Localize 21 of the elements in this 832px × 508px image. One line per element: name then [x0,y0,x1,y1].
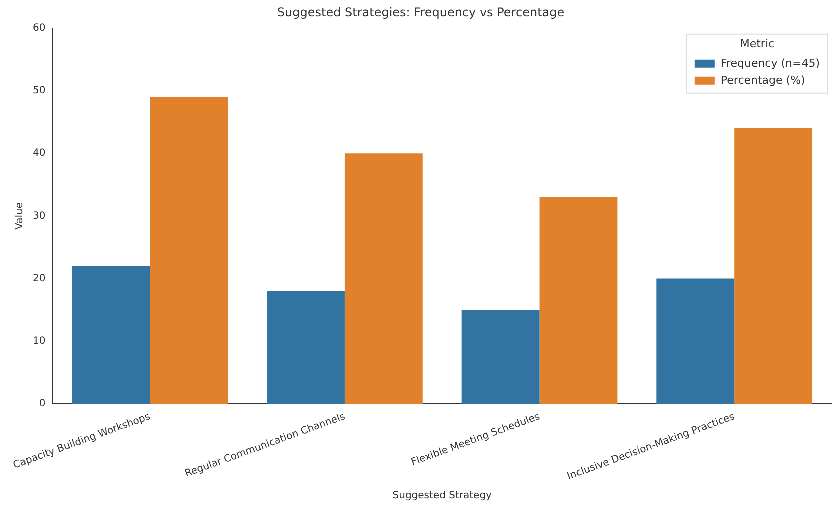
legend-title: Metric [740,37,775,50]
y-tick-label: 0 [39,398,46,410]
bar [462,310,540,404]
legend-label: Percentage (%) [720,74,806,87]
bar [72,266,150,404]
y-axis-title: Value [14,202,26,230]
y-tick-label: 30 [32,210,46,222]
y-tick-label: 10 [32,336,46,347]
y-tick-label: 60 [32,22,46,34]
y-tick-label: 20 [32,273,46,284]
bar [267,291,345,404]
bar [734,128,813,404]
y-tick-label: 40 [32,148,46,160]
bar [656,278,735,404]
chart-title: Suggested Strategies: Frequency vs Percentage [277,5,565,20]
x-axis-title: Suggested Strategy [392,490,492,502]
y-tick-label: 50 [32,86,46,97]
bar [344,154,423,404]
bar [150,97,228,404]
bar [540,197,618,404]
legend-label: Frequency (n=45) [720,56,820,70]
